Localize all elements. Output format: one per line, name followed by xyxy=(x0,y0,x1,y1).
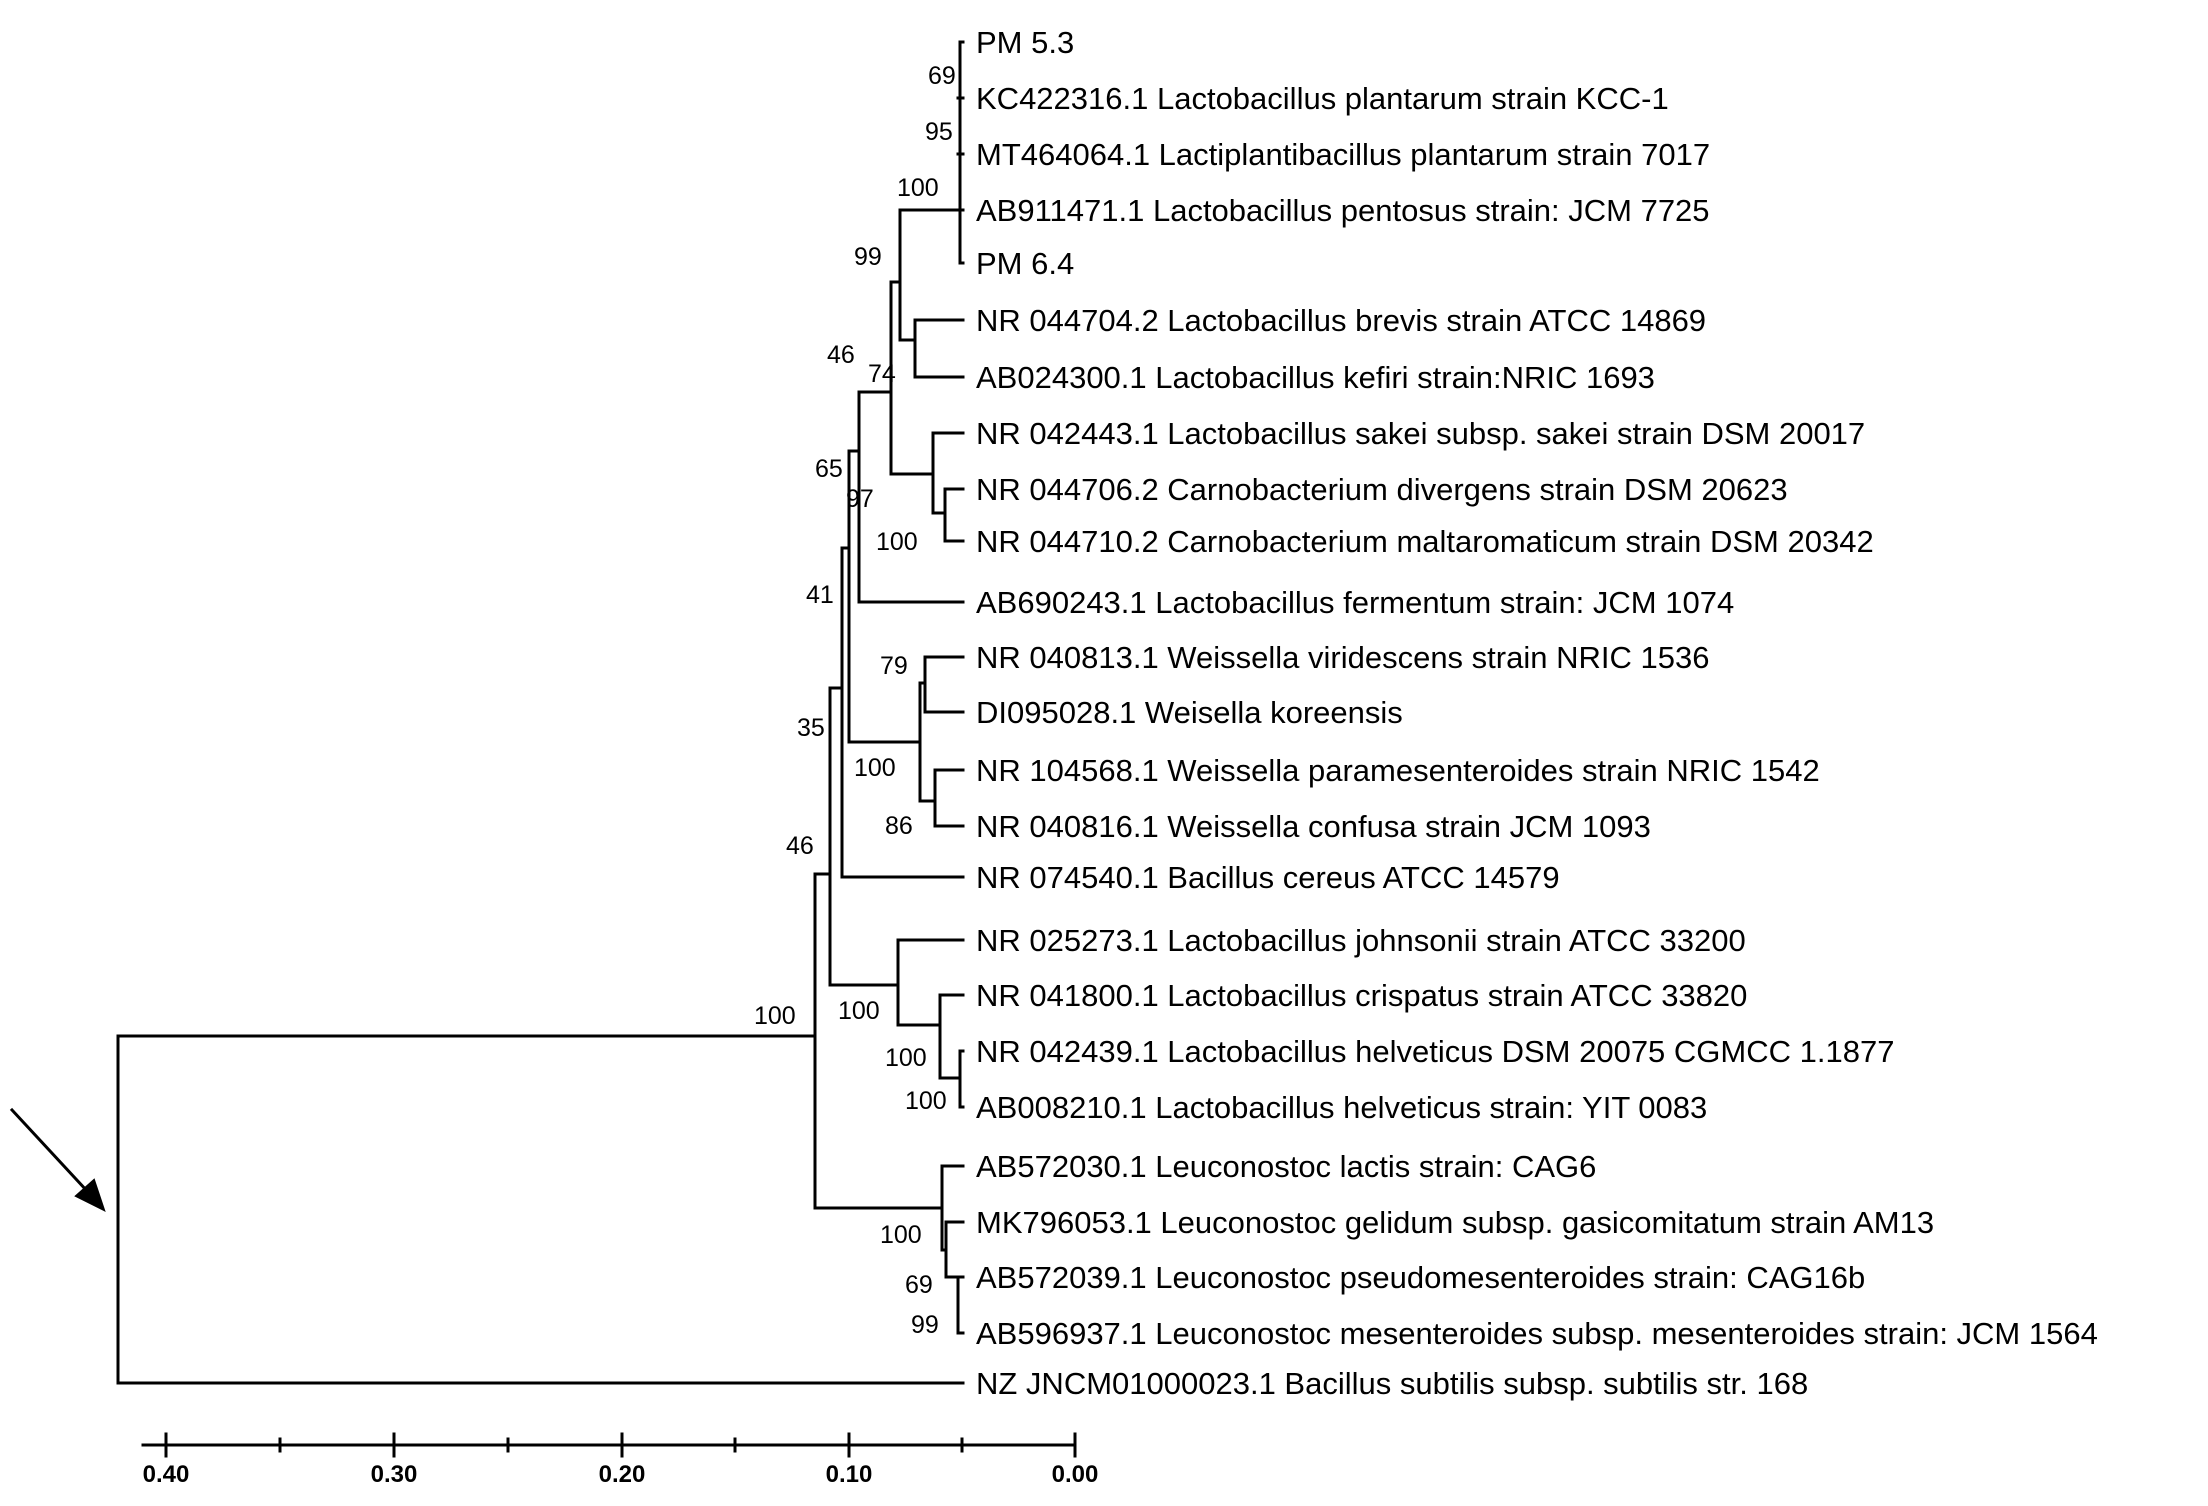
bootstrap-value: 95 xyxy=(925,118,953,146)
bootstrap-value: 100 xyxy=(880,1221,922,1249)
bootstrap-value: 86 xyxy=(885,812,913,840)
bootstrap-value: 100 xyxy=(754,1002,796,1030)
leaf-label: NR 042439.1 Lactobacillus helveticus DSM… xyxy=(976,1034,1894,1069)
leaf-label: NR 044706.2 Carnobacterium divergens str… xyxy=(976,472,1788,507)
leaf-label: PM 5.3 xyxy=(976,25,1074,60)
leaf-label: AB911471.1 Lactobacillus pentosus strain… xyxy=(976,193,1710,228)
bootstrap-value: 100 xyxy=(854,754,896,782)
leaf-label: AB008210.1 Lactobacillus helveticus stra… xyxy=(976,1090,1707,1125)
leaf-label: KC422316.1 Lactobacillus plantarum strai… xyxy=(976,81,1669,116)
root-arrow xyxy=(9,1107,106,1212)
bootstrap-value: 69 xyxy=(905,1271,933,1299)
leaf-label: NR 044710.2 Carnobacterium maltaromaticu… xyxy=(976,524,1874,559)
bootstrap-value: 100 xyxy=(905,1087,947,1115)
scale-tick-label: 0.40 xyxy=(143,1461,190,1488)
leaf-label: NR 104568.1 Weissella paramesenteroides … xyxy=(976,753,1820,788)
leaf-label: AB596937.1 Leuconostoc mesenteroides sub… xyxy=(976,1316,2098,1351)
leaf-labels: PM 5.3 KC422316.1 Lactobacillus plantaru… xyxy=(976,25,2098,1401)
leaf-label: MK796053.1 Leuconostoc gelidum subsp. ga… xyxy=(976,1205,1934,1240)
bootstrap-value: 99 xyxy=(911,1311,939,1339)
leaf-label: NR 040816.1 Weissella confusa strain JCM… xyxy=(976,809,1651,844)
bootstrap-value: 100 xyxy=(838,997,880,1025)
bootstrap-value: 65 xyxy=(815,455,843,483)
leaf-label: PM 6.4 xyxy=(976,246,1074,281)
scale-tick-label: 0.00 xyxy=(1052,1461,1099,1488)
bootstrap-value: 41 xyxy=(806,581,834,609)
scale-tick-label: 0.20 xyxy=(599,1461,646,1488)
bootstrap-value: 69 xyxy=(928,62,956,90)
bootstrap-value: 46 xyxy=(827,341,855,369)
bootstrap-value: 99 xyxy=(854,243,882,271)
bootstrap-value: 100 xyxy=(897,174,939,202)
bootstrap-value: 74 xyxy=(868,360,896,388)
leaf-label: NR 025273.1 Lactobacillus johnsonii stra… xyxy=(976,923,1746,958)
bootstrap-value: 79 xyxy=(880,652,908,680)
leaf-label: DI095028.1 Weisella koreensis xyxy=(976,695,1403,730)
leaf-label: AB024300.1 Lactobacillus kefiri strain:N… xyxy=(976,360,1655,395)
leaf-label: NR 042443.1 Lactobacillus sakei subsp. s… xyxy=(976,416,1865,451)
leaf-label: NR 040813.1 Weissella viridescens strain… xyxy=(976,640,1709,675)
bootstrap-value: 35 xyxy=(797,714,825,742)
scale-tick-label: 0.30 xyxy=(371,1461,418,1488)
leaf-label: AB690243.1 Lactobacillus fermentum strai… xyxy=(976,585,1734,620)
leaf-label: AB572030.1 Leuconostoc lactis strain: CA… xyxy=(976,1149,1596,1184)
leaf-label: AB572039.1 Leuconostoc pseudomesenteroid… xyxy=(976,1260,1865,1295)
bootstrap-values: 69 95 100 99 46 74 65 97 100 41 79 35 10… xyxy=(754,62,956,1339)
bootstrap-value: 100 xyxy=(885,1044,927,1072)
leaf-label: MT464064.1 Lactiplantibacillus plantarum… xyxy=(976,137,1710,172)
bootstrap-value: 46 xyxy=(786,832,814,860)
leaf-label: NZ JNCM01000023.1 Bacillus subtilis subs… xyxy=(976,1366,1808,1401)
tree-branches xyxy=(116,40,965,1385)
scale-axis: 0.40 0.30 0.20 0.10 0.00 xyxy=(141,1432,1099,1488)
scale-tick-label: 0.10 xyxy=(826,1461,873,1488)
leaf-label: NR 044704.2 Lactobacillus brevis strain … xyxy=(976,303,1706,338)
leaf-label: NR 074540.1 Bacillus cereus ATCC 14579 xyxy=(976,860,1560,895)
bootstrap-value: 100 xyxy=(876,528,918,556)
bootstrap-value: 97 xyxy=(846,485,874,513)
leaf-label: NR 041800.1 Lactobacillus crispatus stra… xyxy=(976,978,1747,1013)
